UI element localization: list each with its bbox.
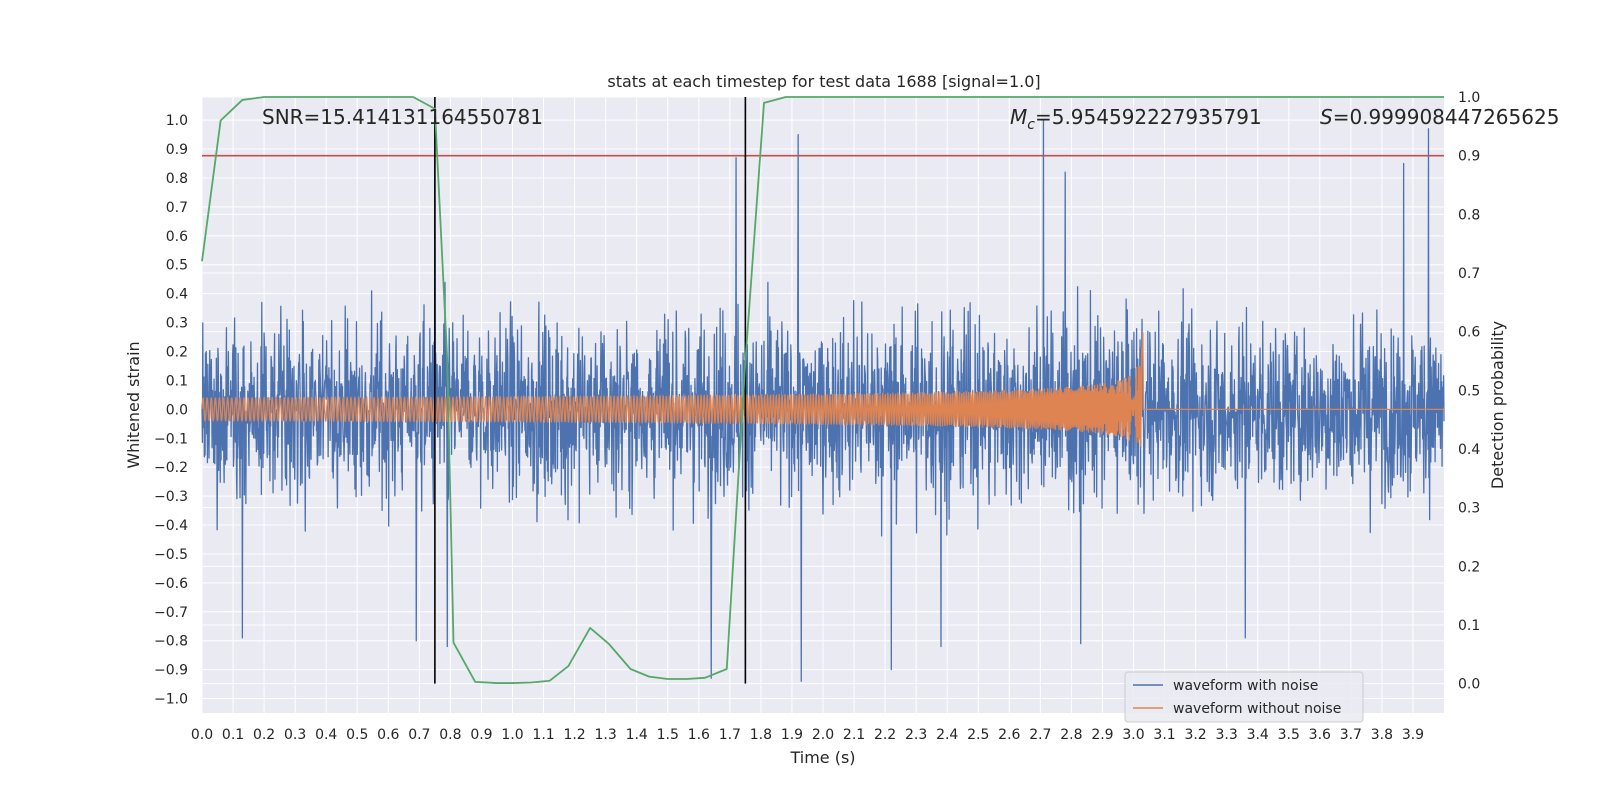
x-tick-label: 0.9 <box>470 727 492 743</box>
chart-title: stats at each timestep for test data 168… <box>607 72 1040 91</box>
right-y-axis-label: Detection probability <box>1488 321 1507 489</box>
signal-series-line <box>201 332 1445 447</box>
x-axis-ticks: 0.0 0.1 0.2 0.3 0.4 0.5 0.6 0.7 0.8 0.9 1.0 1.1 1.2 1… <box>191 727 1424 743</box>
right-y-tick-label: 0.4 <box>1458 442 1480 458</box>
x-tick-label: 0.5 <box>346 727 368 743</box>
x-tick-label: 0.1 <box>222 727 244 743</box>
chirp-mass-value: =5.954592227935791 <box>1035 105 1262 129</box>
y-tick-label: −0.7 <box>154 605 188 621</box>
overlay-layer <box>201 96 1444 684</box>
x-axis-label: Time (s) <box>789 748 855 767</box>
x-tick-label: 2.1 <box>843 727 865 743</box>
x-tick-label: 0.2 <box>253 727 275 743</box>
right-y-tick-label: 0.3 <box>1458 501 1480 517</box>
right-y-tick-label: 0.1 <box>1458 618 1480 634</box>
y-tick-label: 0.9 <box>166 142 188 158</box>
legend: waveform with noise waveform without noi… <box>1124 671 1364 723</box>
x-tick-label: 0.0 <box>191 727 213 743</box>
x-tick-label: 2.2 <box>874 727 896 743</box>
legend-box <box>1124 671 1364 723</box>
right-y-tick-label: 1.0 <box>1458 90 1480 106</box>
y-tick-label: 0.1 <box>166 373 188 389</box>
x-tick-label: 2.0 <box>812 727 834 743</box>
x-tick-label: 3.7 <box>1340 727 1362 743</box>
right-y-tick-label: 0.2 <box>1458 559 1480 575</box>
x-tick-label: 3.3 <box>1216 727 1238 743</box>
right-y-tick-label: 0.6 <box>1458 325 1480 341</box>
y-tick-label: −0.5 <box>154 547 188 563</box>
y-tick-label: −0.1 <box>154 431 188 447</box>
y-tick-label: −0.4 <box>154 518 188 534</box>
x-tick-label: 2.9 <box>1091 727 1113 743</box>
right-y-tick-label: 0.8 <box>1458 207 1480 223</box>
legend-label-noise: waveform with noise <box>1173 678 1318 694</box>
x-tick-label: 3.5 <box>1278 727 1300 743</box>
x-tick-label: 0.7 <box>408 727 430 743</box>
y-tick-label: 1.0 <box>166 113 188 129</box>
x-tick-label: 1.7 <box>719 727 741 743</box>
x-tick-label: 2.5 <box>967 727 989 743</box>
snr-annotation: SNR=15.414131164550781 <box>262 105 543 129</box>
x-tick-label: 1.5 <box>657 727 679 743</box>
y-tick-label: −0.2 <box>154 460 188 476</box>
y-tick-label: 0.4 <box>166 287 188 303</box>
signal-series-layer <box>201 332 1445 447</box>
y-tick-label: −0.8 <box>154 634 188 650</box>
chirp-mass-symbol: M <box>1010 105 1027 129</box>
noise-series-layer <box>201 119 1445 682</box>
x-tick-label: 1.1 <box>532 727 554 743</box>
x-tick-label: 1.0 <box>501 727 523 743</box>
x-tick-label: 1.2 <box>563 727 585 743</box>
spin-annotation: S=0.999908447265625 <box>1320 105 1559 129</box>
y-tick-label: −0.6 <box>154 576 188 592</box>
spin-symbol: S <box>1320 105 1333 129</box>
x-tick-label: 0.4 <box>315 727 337 743</box>
right-y-tick-label: 0.0 <box>1458 677 1480 693</box>
probability-series-line <box>201 96 1444 684</box>
y-tick-label: −0.3 <box>154 489 188 505</box>
y-tick-label: 0.3 <box>166 316 188 332</box>
y-tick-label: 0.8 <box>166 171 188 187</box>
x-tick-label: 1.6 <box>688 727 710 743</box>
chirp-mass-subscript: c <box>1027 117 1035 133</box>
x-tick-label: 2.7 <box>1029 727 1051 743</box>
y-tick-label: 0.7 <box>166 200 188 216</box>
x-tick-label: 1.9 <box>781 727 803 743</box>
x-tick-label: 2.8 <box>1060 727 1082 743</box>
x-tick-label: 3.8 <box>1371 727 1393 743</box>
y-axis-ticks: 1.0 0.9 0.8 0.7 0.6 0.5 0.4 0.3 0.2 0.1 0.0 −0.1 −0.… <box>154 113 188 707</box>
right-y-tick-label: 0.5 <box>1458 383 1480 399</box>
right-y-tick-label: 0.9 <box>1458 149 1480 165</box>
x-tick-label: 3.2 <box>1184 727 1206 743</box>
x-tick-label: 3.4 <box>1247 727 1269 743</box>
spin-value: =0.999908447265625 <box>1333 105 1560 129</box>
x-tick-label: 3.1 <box>1153 727 1175 743</box>
x-tick-label: 1.8 <box>750 727 772 743</box>
x-tick-label: 3.9 <box>1402 727 1424 743</box>
y-tick-label: 0.0 <box>166 402 188 418</box>
x-tick-label: 3.6 <box>1309 727 1331 743</box>
right-y-tick-label: 0.7 <box>1458 266 1480 282</box>
x-tick-label: 2.3 <box>905 727 927 743</box>
x-tick-label: 2.4 <box>936 727 958 743</box>
y-tick-label: 0.2 <box>166 344 188 360</box>
x-tick-label: 2.6 <box>998 727 1020 743</box>
x-tick-label: 0.3 <box>284 727 306 743</box>
legend-label-signal: waveform without noise <box>1173 701 1341 717</box>
chirp-mass-annotation: Mc=5.954592227935791 <box>1010 105 1262 133</box>
x-tick-label: 0.6 <box>377 727 399 743</box>
y-tick-label: −0.9 <box>154 663 188 679</box>
noise-series-line <box>201 119 1445 682</box>
x-tick-label: 1.3 <box>595 727 617 743</box>
x-tick-label: 1.4 <box>626 727 648 743</box>
y-axis-label: Whitened strain <box>124 341 143 468</box>
x-tick-label: 3.0 <box>1122 727 1144 743</box>
x-tick-label: 0.8 <box>439 727 461 743</box>
right-y-axis-ticks: 1.0 0.9 0.8 0.7 0.6 0.5 0.4 0.3 0.2 0.1 0.0 <box>1458 90 1480 693</box>
y-tick-label: 0.6 <box>166 229 188 245</box>
y-tick-label: 0.5 <box>166 258 188 274</box>
y-tick-label: −1.0 <box>154 692 188 708</box>
